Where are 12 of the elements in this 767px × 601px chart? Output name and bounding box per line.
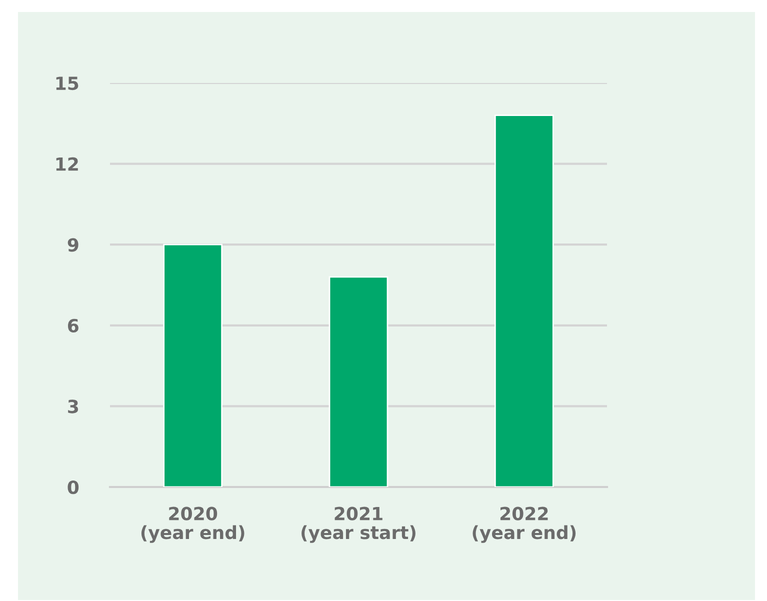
y-tick-label: 15 bbox=[56, 76, 78, 90]
x-tick-label: 2020 (year end) bbox=[141, 506, 244, 543]
y-tick-label: 0 bbox=[68, 480, 79, 494]
y-tick-label: 9 bbox=[68, 238, 78, 252]
bar bbox=[328, 276, 388, 487]
x-tick-label: 2022 (year end) bbox=[472, 506, 576, 543]
x-tick-label: 2021 (year start) bbox=[302, 506, 416, 543]
y-tick-label: 6 bbox=[68, 318, 78, 333]
bar bbox=[163, 244, 223, 487]
bar bbox=[494, 114, 554, 487]
y-tick-label: 12 bbox=[56, 157, 78, 171]
y-tick-label: 3 bbox=[68, 400, 78, 414]
